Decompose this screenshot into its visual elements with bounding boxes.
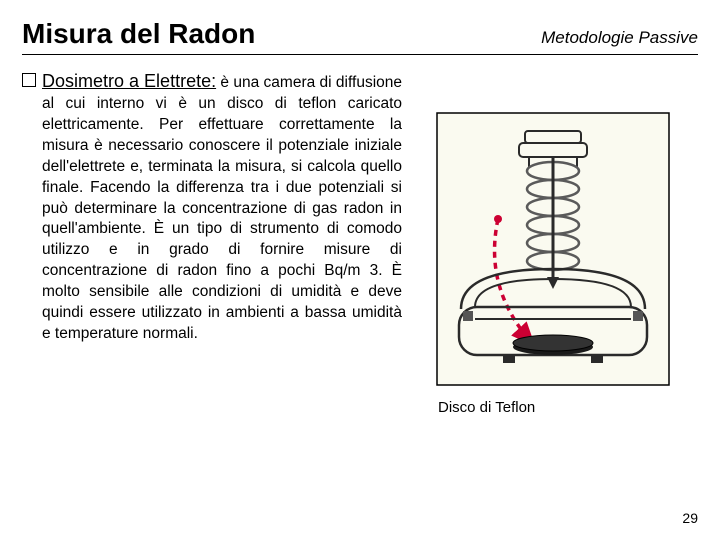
page-number: 29 [682,510,698,526]
section-heading: Dosimetro a Elettrete: [42,71,216,91]
dosimeter-diagram [433,109,673,389]
page-subtitle: Metodologie Passive [541,28,698,48]
bullet-icon [22,73,36,87]
page-title: Misura del Radon [22,18,255,50]
section-body: è una camera di diffusione al cui intern… [42,74,402,342]
section-text: Dosimetro a Elettrete: è una camera di d… [42,69,402,345]
figure-caption: Disco di Teflon [418,399,535,416]
